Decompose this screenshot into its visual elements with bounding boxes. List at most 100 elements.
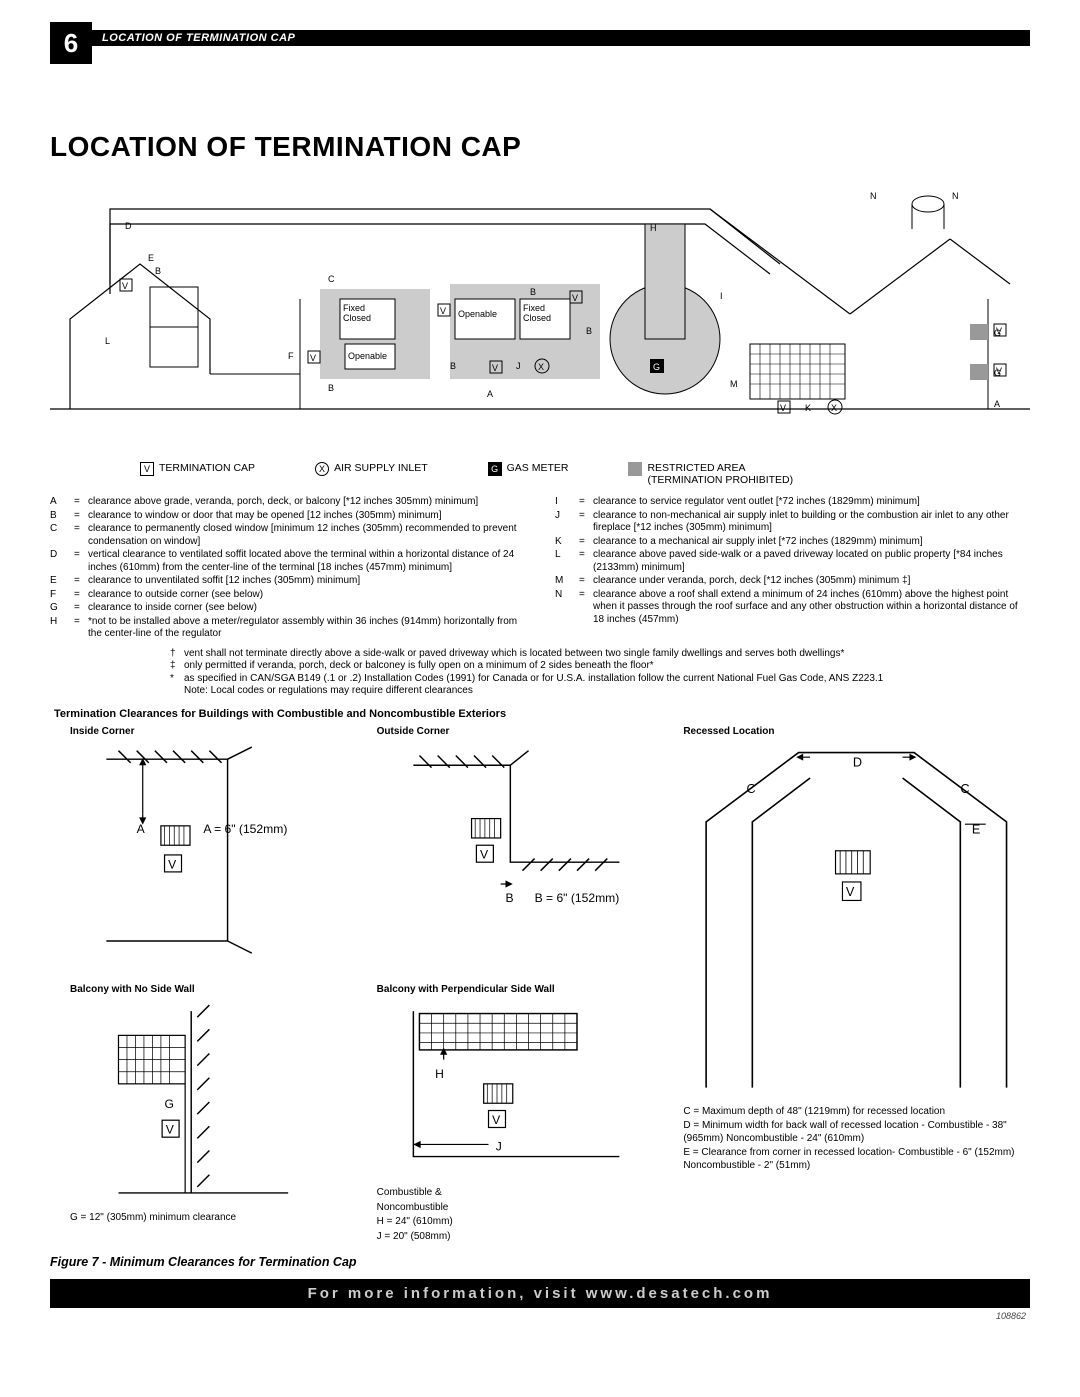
svg-text:C: C [328, 274, 335, 284]
def-row: L=clearance above paved side-walk or a p… [555, 549, 1030, 574]
svg-text:B: B [586, 326, 592, 336]
svg-text:Closed: Closed [343, 313, 371, 323]
def-text: clearance above a roof shall extend a mi… [593, 589, 1030, 627]
svg-text:B: B [530, 287, 536, 297]
svg-text:V: V [572, 293, 578, 303]
def-eq: = [74, 589, 88, 602]
svg-text:B = 6" (152mm): B = 6" (152mm) [534, 891, 619, 905]
def-text: clearance to service regulator vent outl… [593, 496, 1030, 509]
def-eq: = [579, 575, 593, 588]
legend-r2-label: (TERMINATION PROHIBITED) [647, 474, 793, 486]
note-row: Note: Local codes or regulations may req… [170, 685, 930, 698]
legend-termination-cap: V TERMINATION CAP [140, 462, 255, 476]
def-key: N [555, 589, 579, 627]
svg-text:A = 6" (152mm): A = 6" (152mm) [203, 822, 287, 836]
def-eq: = [74, 616, 88, 641]
svg-text:C: C [961, 780, 970, 795]
legend-g-label: GAS METER [507, 462, 569, 474]
def-key: E [50, 575, 74, 588]
def-row: J=clearance to non-mechanical air supply… [555, 510, 1030, 535]
def-row: D=vertical clearance to ventilated soffi… [50, 549, 525, 574]
recessed-d-text: D = Minimum width for back wall of reces… [683, 1120, 1030, 1145]
svg-text:F: F [288, 351, 294, 361]
svg-text:E: E [148, 253, 154, 263]
recessed-e-text: E = Clearance from corner in recessed lo… [683, 1147, 1030, 1172]
svg-text:Openable: Openable [348, 351, 387, 361]
inside-title: Inside Corner [70, 726, 337, 737]
def-key: M [555, 575, 579, 588]
def-text: vertical clearance to ventilated soffit … [88, 549, 525, 574]
thumb-balcony-no-wall: Balcony with No Side Wall [70, 984, 337, 1244]
balcony-perp-l1: Combustible & [377, 1187, 644, 1200]
def-row: E=clearance to unventilated soffit [12 i… [50, 575, 525, 588]
def-text: clearance to non-mechanical air supply i… [593, 510, 1030, 535]
svg-text:D: D [125, 221, 132, 231]
def-row: K=clearance to a mechanical air supply i… [555, 536, 1030, 549]
svg-text:G: G [165, 1097, 174, 1111]
def-eq: = [579, 549, 593, 574]
svg-text:H: H [435, 1066, 444, 1080]
page-number: 6 [50, 22, 92, 64]
legend-restricted: RESTRICTED AREA (TERMINATION PROHIBITED) [628, 462, 793, 486]
def-text: clearance to unventilated soffit [12 inc… [88, 575, 525, 588]
header-bar: 6 LOCATION OF TERMINATION CAP [50, 30, 1030, 46]
balcony-no-wall-g: G = 12" (305mm) minimum clearance [70, 1212, 337, 1225]
def-key: B [50, 510, 74, 523]
legend-r1-label: RESTRICTED AREA [647, 462, 793, 474]
note-text: Note: Local codes or regulations may req… [184, 685, 930, 698]
svg-text:J: J [516, 361, 521, 371]
svg-text:Openable: Openable [458, 309, 497, 319]
def-eq: = [74, 575, 88, 588]
balcony-perp-h: H = 24" (610mm) [377, 1216, 644, 1229]
svg-text:I: I [720, 291, 723, 301]
header-title: LOCATION OF TERMINATION CAP [92, 32, 295, 44]
svg-text:V: V [168, 857, 177, 871]
note-row: ‡only permitted if veranda, porch, deck … [170, 660, 930, 673]
def-text: clearance to window or door that may be … [88, 510, 525, 523]
svg-text:N: N [952, 191, 959, 201]
svg-text:C: C [747, 780, 756, 795]
svg-text:V: V [492, 363, 498, 373]
footer-text: For more information, visit www.desatech… [308, 1285, 773, 1302]
outside-title: Outside Corner [377, 726, 644, 737]
legend-air-supply: X AIR SUPPLY INLET [315, 462, 428, 476]
svg-text:V: V [310, 353, 316, 363]
svg-text:V: V [780, 403, 786, 413]
svg-text:M: M [730, 379, 738, 389]
def-text: clearance to inside corner (see below) [88, 602, 525, 615]
defs-right-col: I=clearance to service regulator vent ou… [555, 496, 1030, 642]
svg-text:Fixed: Fixed [523, 303, 545, 313]
def-key: C [50, 523, 74, 548]
legend-v-label: TERMINATION CAP [159, 462, 255, 474]
svg-text:A: A [487, 389, 493, 399]
svg-text:V: V [122, 281, 128, 291]
note-row: *as specified in CAN/SGA B149 (.1 or .2)… [170, 673, 930, 686]
figure-caption: Figure 7 - Minimum Clearances for Termin… [50, 1255, 1030, 1269]
svg-text:A: A [994, 399, 1000, 409]
svg-text:V: V [996, 366, 1002, 376]
balcony-perp-j: J = 20" (508mm) [377, 1231, 644, 1244]
def-eq: = [579, 536, 593, 549]
svg-text:V: V [846, 883, 855, 898]
doc-id: 108862 [50, 1311, 1030, 1321]
svg-text:V: V [492, 1113, 501, 1127]
def-text: clearance to permanently closed window [… [88, 523, 525, 548]
def-text: clearance to a mechanical air supply inl… [593, 536, 1030, 549]
section-title: Termination Clearances for Buildings wit… [54, 708, 1030, 720]
svg-text:B: B [155, 266, 161, 276]
svg-text:Fixed: Fixed [343, 303, 365, 313]
def-key: D [50, 549, 74, 574]
svg-text:X: X [831, 403, 837, 413]
note-text: as specified in CAN/SGA B149 (.1 or .2) … [184, 673, 930, 686]
def-key: A [50, 496, 74, 509]
svg-text:V: V [480, 847, 489, 861]
header-strip: LOCATION OF TERMINATION CAP [92, 30, 1030, 46]
def-key: K [555, 536, 579, 549]
note-mark: * [170, 673, 184, 686]
svg-text:A: A [137, 822, 146, 836]
recessed-c-text: C = Maximum depth of 48" (1219mm) for re… [683, 1106, 1030, 1119]
def-key: F [50, 589, 74, 602]
svg-text:B: B [328, 383, 334, 393]
svg-text:L: L [105, 336, 110, 346]
def-text: clearance to outside corner (see below) [88, 589, 525, 602]
